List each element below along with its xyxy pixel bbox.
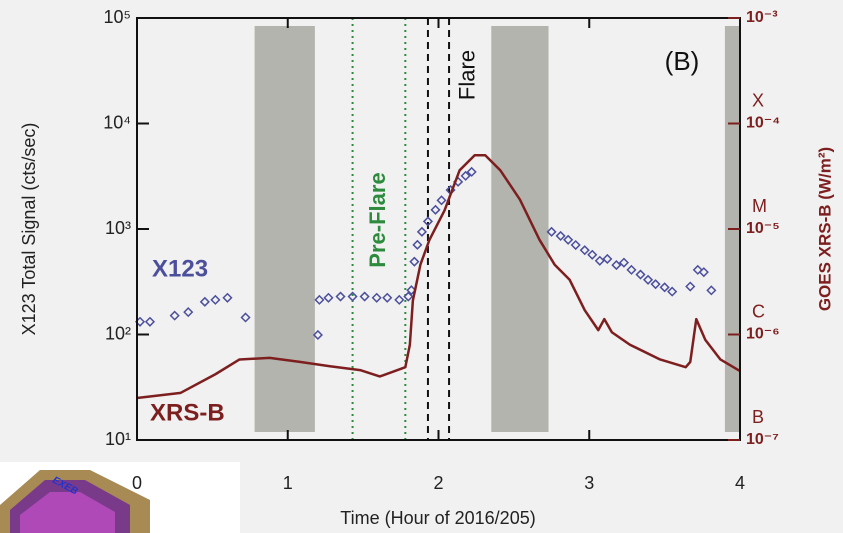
y-axis-title: X123 Total Signal (cts/sec) — [19, 123, 39, 336]
goes-class-label: B — [752, 407, 764, 427]
x-tick-label: 3 — [584, 473, 594, 493]
y2-axis-title: GOES XRS-B (W/m²) — [815, 147, 834, 311]
y-tick-label: 10³ — [105, 218, 131, 238]
chart: EXEB X123 Total Signal (cts/sec) GOES XR… — [0, 0, 843, 533]
y2-tick-label: 10⁻⁷ — [746, 431, 779, 448]
x-tick-label: 1 — [283, 473, 293, 493]
y2-tick-label: 10⁻³ — [746, 9, 778, 26]
goes-class-label: C — [752, 301, 765, 321]
y2-tick-label: 10⁻⁵ — [746, 220, 780, 237]
x-tick-label: 0 — [132, 473, 142, 493]
x-tick-label: 2 — [433, 473, 443, 493]
goes-class-label: X — [752, 90, 764, 110]
shaded-region — [255, 26, 315, 432]
x-axis-title: Time (Hour of 2016/205) — [340, 508, 535, 528]
series-label: X123 — [152, 255, 208, 282]
goes-class-label: M — [752, 196, 767, 216]
y2-tick-label: 10⁻⁴ — [746, 115, 780, 132]
x-tick-label: 4 — [735, 473, 745, 493]
flare-label: Flare — [454, 50, 479, 100]
page: {"chart_data": { "type": "scatter-line",… — [0, 0, 843, 533]
spacecraft-inset: EXEB — [0, 462, 240, 533]
y-tick-label: 10¹ — [105, 429, 131, 449]
y-tick-label: 10⁴ — [103, 112, 131, 132]
y-tick-label: 10⁵ — [104, 7, 131, 27]
panel-label: (B) — [665, 46, 700, 76]
y-tick-label: 10² — [105, 323, 131, 343]
preflare-label: Pre-Flare — [365, 172, 390, 267]
shaded-region — [491, 26, 548, 432]
series-label: XRS-B — [150, 399, 225, 426]
y2-tick-label: 10⁻⁶ — [746, 326, 780, 343]
plot-area — [137, 18, 740, 440]
